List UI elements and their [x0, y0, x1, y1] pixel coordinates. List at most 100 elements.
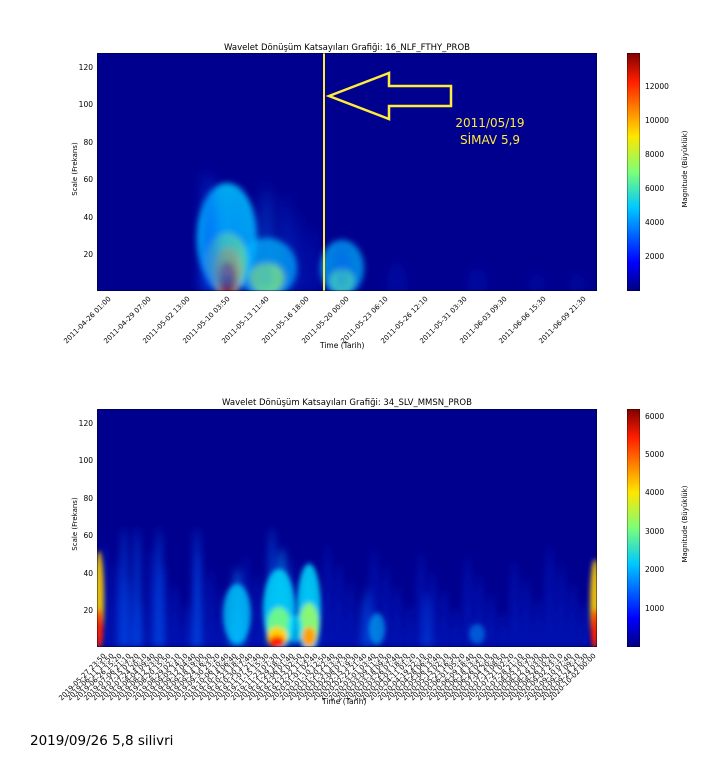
- event-date: 2011/05/19: [455, 116, 525, 130]
- chart-title: Wavelet Dönüşüm Katsayıları Grafiği: 16_…: [224, 43, 470, 53]
- heatmap-streak: [579, 601, 590, 647]
- heatmap-streak: [497, 612, 508, 647]
- arrow-icon: [325, 71, 453, 121]
- footer-caption: 2019/09/26 5,8 silivri: [30, 733, 174, 749]
- y-tick-label: 100: [78, 100, 93, 110]
- heatmap-streak: [486, 593, 497, 647]
- colorbar: [627, 53, 640, 291]
- x-tick-label: 2011-04-26 01:00: [62, 295, 113, 346]
- x-axis-label: Time (Tarih): [320, 341, 365, 350]
- heatmap-hotspot: [269, 636, 285, 647]
- heatmap-streak: [293, 212, 301, 291]
- colorbar-tick-label: 4000: [645, 488, 665, 498]
- heatmap-streak: [332, 242, 352, 291]
- heatmap-hotspot: [369, 613, 385, 645]
- x-tick-label: 2011-05-23 06:10: [339, 295, 390, 346]
- heatmap-streak: [422, 593, 432, 647]
- x-tick-label: 2011-05-02 13:00: [141, 295, 192, 346]
- x-tick-label: 2011-05-26 12:10: [379, 295, 430, 346]
- heatmap-hotspot: [469, 624, 485, 644]
- heatmap-streak: [571, 272, 583, 291]
- heatmap-streak: [261, 187, 273, 291]
- heatmap-streak: [568, 583, 578, 647]
- heatmap-hotspot: [302, 627, 316, 647]
- heatmap-plot: [97, 409, 597, 647]
- heatmap-streak: [210, 182, 220, 291]
- colorbar-tick-label: 8000: [645, 150, 665, 159]
- y-tick-label: 80: [83, 137, 93, 147]
- heatmap-hotspot: [591, 609, 597, 647]
- heatmap-streak: [439, 589, 450, 647]
- event-annotation: 2011/05/19 SİMAV 5,9: [440, 115, 540, 149]
- y-tick-label: 40: [83, 212, 93, 222]
- colorbar-tick-label: 6000: [645, 411, 665, 421]
- colorbar-label: Magnitude (Büyüklük): [681, 130, 689, 208]
- x-tick-label: 2011-05-16 18:00: [260, 295, 311, 346]
- x-tick-label: 2011-06-09 21:30: [537, 295, 588, 346]
- heatmap-streak: [280, 197, 290, 291]
- heatmap-streak: [451, 608, 461, 647]
- colorbar-tick-label: 12000: [645, 82, 669, 91]
- heatmap-streak: [181, 602, 192, 647]
- heatmap-hotspot: [97, 609, 103, 647]
- heatmap-plot: [97, 53, 597, 291]
- colorbar-tick-label: 2000: [645, 252, 665, 261]
- y-axis-label: Scale (Frekans): [71, 497, 79, 551]
- colorbar-tick-label: 10000: [645, 116, 669, 125]
- heatmap-streak: [119, 528, 129, 647]
- y-tick-label: 20: [83, 606, 93, 616]
- heatmap-streak: [345, 581, 356, 647]
- heatmap-streak: [469, 267, 485, 291]
- x-tick-label: 2011-06-06 15:30: [497, 295, 549, 346]
- heatmap-streak: [509, 560, 520, 647]
- heatmap-streak: [556, 564, 567, 647]
- chart-title: Wavelet Dönüşüm Katsayıları Grafiği: 34_…: [222, 398, 472, 408]
- heatmap-streak: [111, 561, 122, 647]
- y-axis-label: Scale (Frekans): [71, 142, 79, 196]
- heatmap-streak: [247, 202, 257, 291]
- heatmap-streak: [217, 192, 233, 291]
- heatmap-streak: [132, 528, 142, 647]
- x-tick-label: 2011-05-31 03:30: [418, 295, 469, 346]
- heatmap-hotspot: [287, 615, 303, 643]
- heatmap-streak: [154, 528, 164, 647]
- heatmap-streak: [521, 579, 532, 647]
- event-label: SİMAV 5,9: [459, 133, 521, 147]
- heatmap-streak: [404, 604, 415, 647]
- heatmap-streak: [322, 544, 333, 647]
- heatmap-streak: [531, 272, 543, 291]
- x-tick-label: 2011-04-29 07:00: [101, 295, 153, 346]
- colorbar-tick-label: 4000: [645, 218, 665, 227]
- colorbar-tick-label: 2000: [645, 565, 665, 575]
- heatmap-streak: [308, 227, 316, 291]
- heatmap-streak: [532, 597, 543, 647]
- x-axis-label: Time (Tarih): [322, 697, 367, 706]
- heatmap-streak: [462, 556, 473, 647]
- heatmap-streak: [334, 563, 344, 647]
- y-tick-label: 100: [78, 456, 93, 466]
- heatmap-hotspot: [223, 584, 251, 644]
- y-tick-label: 40: [83, 568, 93, 578]
- y-tick-label: 120: [78, 62, 93, 72]
- heatmap-streak: [252, 573, 263, 647]
- x-tick-label: 2011-05-20 00:00: [299, 295, 351, 346]
- colorbar-tick-label: 3000: [645, 526, 665, 536]
- heatmap-streak: [205, 569, 216, 647]
- x-tick-label: 2011-06-03 09:30: [458, 295, 509, 346]
- colorbar-tick-label: 5000: [645, 450, 665, 460]
- heatmap-streak: [170, 584, 181, 647]
- colorbar: [627, 409, 640, 647]
- colorbar-tick-label: 1000: [645, 603, 665, 613]
- heatmap-streak: [146, 547, 157, 647]
- y-tick-label: 60: [83, 175, 93, 185]
- colorbar-tick-label: 6000: [645, 184, 665, 193]
- x-tick-label: 2011-05-10 03:50: [181, 295, 232, 346]
- heatmap-streak: [192, 528, 202, 647]
- colorbar-label: Magnitude (Büyüklük): [681, 485, 689, 563]
- y-tick-label: 120: [78, 418, 93, 428]
- heatmap-streak: [201, 172, 213, 291]
- heatmap-streak: [389, 262, 405, 291]
- heatmap-streak: [392, 585, 403, 647]
- y-tick-label: 60: [83, 531, 93, 541]
- y-tick-label: 20: [83, 250, 93, 260]
